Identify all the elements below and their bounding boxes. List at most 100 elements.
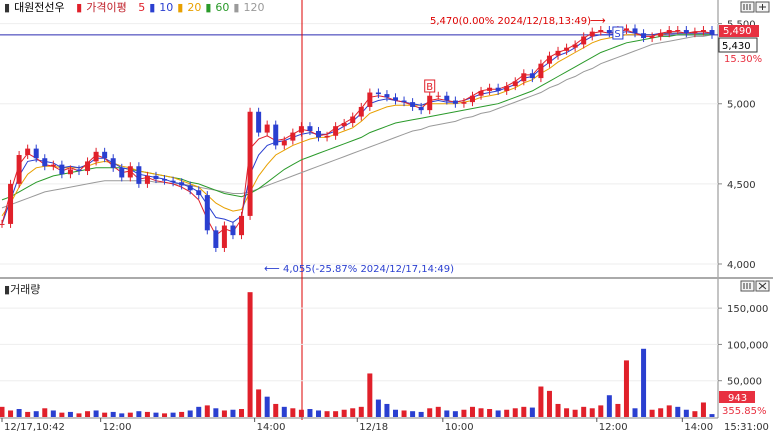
time-label: 15:31:00 [724, 422, 769, 433]
volume-bar [538, 386, 544, 417]
x-tick-label: 12:00 [599, 422, 628, 433]
high-arrow: ⟶ [590, 14, 606, 27]
price-candle [375, 92, 381, 95]
price-candle [170, 180, 176, 183]
price-candle [529, 73, 535, 79]
price-candle [16, 155, 22, 184]
ma-indicator-label: ▮ 가격이평 [76, 1, 127, 14]
volume-bar [692, 411, 698, 417]
price-candle [144, 175, 150, 184]
volume-bar [418, 411, 424, 417]
price-candle [478, 90, 484, 96]
price-candle [444, 95, 450, 101]
volume-panel-title: ▮거래량 [4, 283, 41, 296]
buy-marker[interactable] [424, 79, 436, 93]
volume-bar [700, 402, 706, 417]
price-candle [589, 31, 595, 37]
ma60-line [1, 34, 712, 201]
price-bars [0, 24, 715, 252]
volume-bar [25, 411, 31, 417]
current-volume-label: 943 [728, 393, 747, 404]
price-candle [666, 30, 672, 34]
volume-bar [341, 409, 347, 417]
price-candle [469, 95, 475, 103]
price-candle [67, 169, 73, 175]
price-candle [598, 30, 604, 32]
volume-bar [281, 406, 287, 417]
volume-bar [358, 406, 364, 417]
ma120-line [1, 34, 713, 209]
marker-label: B [426, 82, 433, 93]
volume-bar [290, 408, 296, 417]
volume-bar [230, 409, 236, 417]
volume-bar [33, 411, 39, 417]
volume-bar [444, 410, 450, 417]
legend-period-20: 20 [187, 1, 202, 14]
volume-tick-label: 50,000 [727, 377, 762, 388]
volume-bar [649, 409, 655, 417]
price-candle [512, 81, 518, 87]
volume-ruler-icon[interactable] [740, 280, 755, 292]
volume-bar [144, 411, 150, 417]
price-candle [452, 100, 458, 104]
price-candle [495, 87, 501, 91]
zoom-icon[interactable] [755, 1, 770, 13]
volume-bar [512, 408, 518, 417]
price-candle [281, 140, 287, 146]
price-candle [632, 28, 638, 34]
price-candle [204, 195, 210, 231]
volume-bar [367, 373, 373, 417]
volume-bar [666, 405, 672, 417]
sell-marker[interactable] [612, 26, 624, 40]
volume-bar [50, 410, 56, 417]
ruler-icon[interactable] [740, 1, 755, 13]
price-candle [367, 92, 373, 107]
legend-period-10: 10 [159, 1, 174, 14]
price-tick-label: 5,000 [727, 100, 756, 111]
volume-bar [564, 408, 570, 417]
price-tick-label: 4,000 [727, 260, 756, 271]
price-candle [273, 124, 279, 146]
ma20-line [1, 32, 712, 217]
price-candle [230, 225, 236, 236]
price-candle [392, 97, 398, 101]
volume-bar [110, 411, 116, 417]
volume-bar [623, 360, 629, 417]
volume-bar [589, 408, 595, 417]
price-candle [264, 124, 270, 133]
volume-bar [333, 411, 339, 417]
price-candle [418, 106, 424, 111]
turnover-badge [719, 404, 773, 417]
price-candle [42, 158, 48, 167]
volume-ticks: 150,000 100,000 50,000 [718, 304, 768, 388]
legend-period-120: 120 [243, 1, 265, 14]
price-candle [298, 126, 304, 133]
volume-bar [42, 408, 48, 417]
price-candle [341, 122, 347, 127]
price-candle [290, 132, 296, 141]
volume-bar [187, 410, 193, 417]
price-candle [461, 102, 467, 104]
volume-bar [469, 406, 475, 417]
price-candle [675, 30, 681, 32]
volume-bar [179, 411, 185, 417]
price-candle [572, 44, 578, 48]
legend-period-5: 5 [138, 1, 146, 14]
volume-bar [606, 395, 612, 417]
volume-bar [675, 406, 681, 417]
marker-label: S [614, 29, 620, 40]
volume-tick-label: 100,000 [727, 340, 768, 351]
price-candle [127, 166, 133, 178]
legend-sep-icon: ▮ [205, 1, 212, 14]
price-candle [683, 30, 689, 34]
volume-close-icon[interactable] [755, 280, 770, 292]
legend-sep-icon: ▮ [177, 1, 184, 14]
price-candle [623, 28, 629, 31]
volume-bar [247, 292, 253, 417]
price-candle [25, 148, 31, 156]
volume-bar [495, 410, 501, 417]
volume-bar [170, 412, 176, 417]
price-grid [0, 23, 718, 265]
volume-bar [683, 409, 689, 417]
